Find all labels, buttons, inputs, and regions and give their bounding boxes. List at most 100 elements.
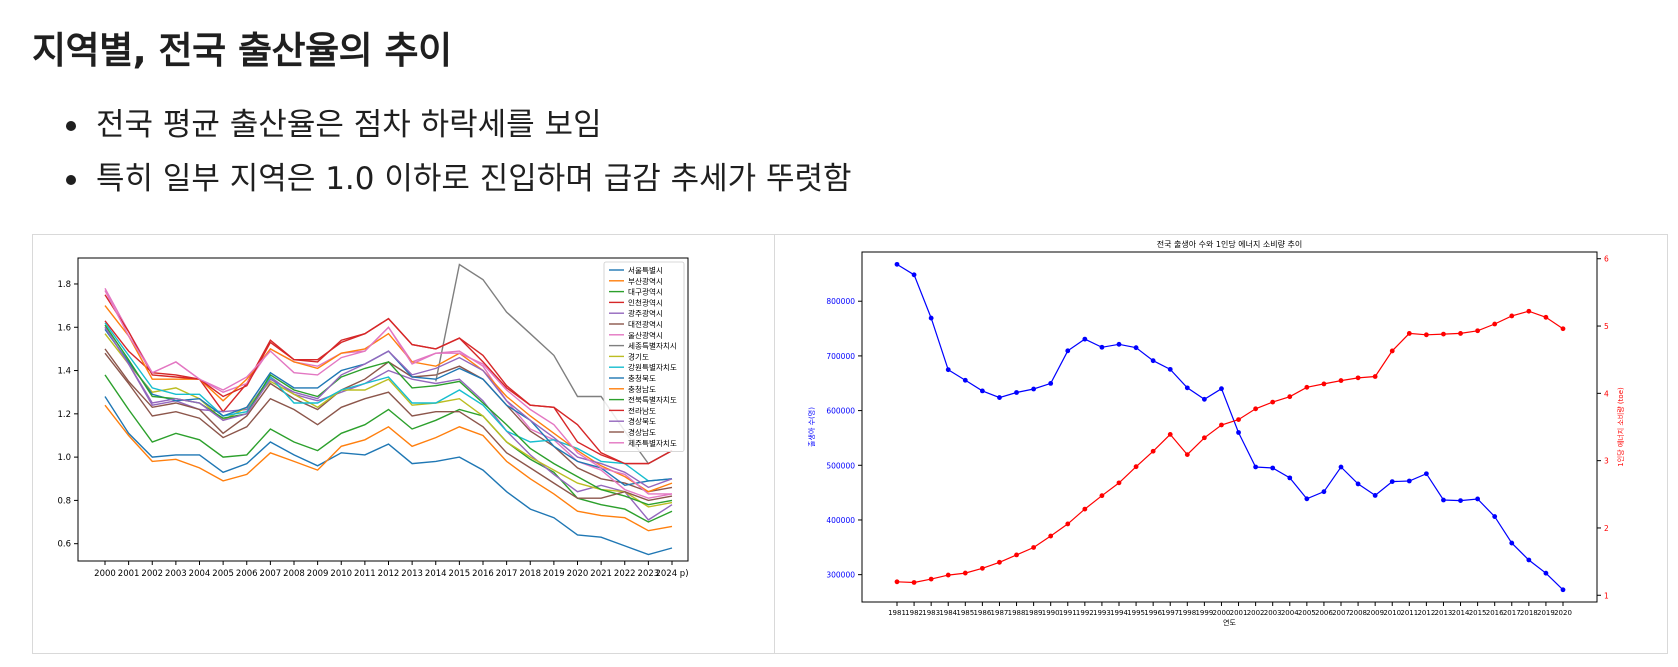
data-point bbox=[1082, 336, 1088, 342]
x-tick-label: 2019 bbox=[1537, 609, 1555, 617]
data-point bbox=[945, 572, 951, 578]
y-tick-label: 1.8 bbox=[57, 280, 71, 290]
x-tick-label: 2012 bbox=[1417, 609, 1435, 617]
y2-tick-label: 6 bbox=[1604, 255, 1609, 264]
y2-axis-label: 1인당 에너지 소비량 (toe) bbox=[1616, 387, 1625, 467]
x-tick-label: 2001 bbox=[118, 569, 140, 579]
data-point bbox=[894, 261, 900, 267]
x-tick-label: 2001 bbox=[1230, 609, 1248, 617]
x-tick-label: 1993 bbox=[1093, 609, 1111, 617]
x-tick-label: 1994 bbox=[1110, 609, 1128, 617]
x-tick-label: 2011 bbox=[354, 569, 376, 579]
data-point bbox=[1031, 545, 1037, 550]
x-tick-label: 2016 bbox=[1486, 609, 1504, 617]
x-tick-label: 2000 bbox=[94, 569, 116, 579]
x-tick-label: 2004 bbox=[1281, 609, 1299, 617]
data-point bbox=[911, 272, 917, 278]
data-point bbox=[1270, 399, 1276, 405]
series-line bbox=[104, 322, 673, 482]
x-tick-label: 2008 bbox=[283, 569, 305, 579]
x-tick-label: 1983 bbox=[922, 609, 940, 617]
data-point bbox=[1253, 406, 1259, 412]
x-tick-label: 2007 bbox=[260, 569, 282, 579]
legend-label: 부산광역시 bbox=[628, 276, 663, 286]
x-tick-label: 1991 bbox=[1059, 609, 1077, 617]
data-point bbox=[1423, 471, 1429, 477]
x-tick-label: 1990 bbox=[1042, 609, 1060, 617]
legend-label: 세종특별자치시 bbox=[628, 341, 677, 351]
x-tick-label: 2020 bbox=[567, 569, 589, 579]
x-tick-label: 1997 bbox=[1161, 609, 1179, 617]
x-tick-label: 2002 bbox=[141, 569, 163, 579]
data-point bbox=[1270, 465, 1276, 471]
data-point bbox=[1509, 540, 1515, 546]
x-tick-label: 2005 bbox=[1298, 609, 1316, 617]
data-point bbox=[1014, 390, 1019, 395]
bullet-item: 전국 평균 출산율은 점차 하락세를 보임 bbox=[66, 98, 852, 152]
series-line bbox=[104, 404, 673, 532]
series-line bbox=[104, 326, 673, 521]
series-line bbox=[104, 333, 673, 508]
x-tick-label: 2013 bbox=[401, 569, 423, 579]
x-tick-label: 2012 bbox=[378, 569, 400, 579]
x-tick-label: 2014 bbox=[1452, 609, 1470, 617]
x-tick-label: 2009 bbox=[1366, 609, 1384, 617]
data-point bbox=[1304, 384, 1310, 390]
y-tick-label: 600000 bbox=[826, 407, 855, 416]
data-point bbox=[1304, 496, 1310, 502]
data-point bbox=[1458, 331, 1463, 336]
y2-tick-label: 5 bbox=[1604, 322, 1609, 331]
x-tick-label: 1998 bbox=[1178, 609, 1196, 617]
y2-tick-label: 3 bbox=[1604, 457, 1609, 466]
data-point bbox=[1492, 321, 1498, 327]
x-tick-label: 1996 bbox=[1144, 609, 1162, 617]
figure-divider bbox=[774, 234, 775, 654]
x-tick-label: 2005 bbox=[212, 569, 234, 579]
y-tick-label: 700000 bbox=[826, 352, 855, 361]
x-tick-label: 1992 bbox=[1076, 609, 1094, 617]
x-tick-label: 2011 bbox=[1400, 609, 1418, 617]
data-point bbox=[1065, 521, 1071, 527]
x-tick-label: 1985 bbox=[956, 609, 974, 617]
data-point bbox=[1526, 557, 1532, 563]
data-point bbox=[1355, 481, 1361, 487]
data-point bbox=[1338, 464, 1344, 470]
x-tick-label: 1987 bbox=[991, 609, 1009, 617]
x-tick-label: 2010 bbox=[1383, 609, 1401, 617]
y2-tick-label: 1 bbox=[1604, 591, 1609, 600]
x-tick-label: 2000 bbox=[1213, 609, 1231, 617]
x-tick-label: 2018 bbox=[1520, 609, 1538, 617]
y-tick-label: 1.4 bbox=[57, 367, 71, 377]
legend-label: 경상남도 bbox=[628, 427, 656, 437]
x-tick-label: 2016 bbox=[472, 569, 494, 579]
data-point bbox=[1065, 348, 1071, 354]
data-point bbox=[1201, 435, 1207, 441]
data-point bbox=[1014, 552, 1019, 558]
y-tick-label: 1.2 bbox=[57, 410, 71, 420]
x-tick-label: 2004 bbox=[189, 569, 211, 579]
x-tick-label: 2019 bbox=[543, 569, 565, 579]
data-point bbox=[1167, 366, 1173, 372]
data-point bbox=[1236, 417, 1241, 422]
figure-container bbox=[32, 234, 1668, 654]
x-tick-label: 2003 bbox=[1264, 609, 1282, 617]
legend-label: 충청남도 bbox=[628, 385, 656, 394]
data-point bbox=[1082, 506, 1088, 512]
bullet-list: 전국 평균 출산율은 점차 하락세를 보임 특히 일부 지역은 1.0 이하로 … bbox=[66, 98, 852, 206]
data-point bbox=[962, 570, 968, 576]
data-point bbox=[1201, 396, 1207, 402]
data-point bbox=[1150, 358, 1156, 364]
x-tick-label: 1995 bbox=[1127, 609, 1145, 617]
data-point bbox=[1389, 348, 1395, 354]
data-point bbox=[1509, 313, 1515, 319]
y2-tick-label: 2 bbox=[1604, 524, 1609, 533]
series-line bbox=[104, 352, 673, 502]
bullet-item: 특히 일부 지역은 1.0 이하로 진입하며 급감 추세가 뚜렷함 bbox=[66, 152, 852, 206]
x-tick-label: 1989 bbox=[1025, 609, 1043, 617]
legend-label: 광주광역시 bbox=[628, 308, 663, 318]
legend-label: 경기도 bbox=[628, 351, 649, 361]
series-line bbox=[104, 326, 673, 489]
x-tick-label: 2017 bbox=[496, 569, 518, 579]
legend-label: 인천광역시 bbox=[628, 297, 663, 307]
data-point bbox=[1116, 480, 1122, 486]
